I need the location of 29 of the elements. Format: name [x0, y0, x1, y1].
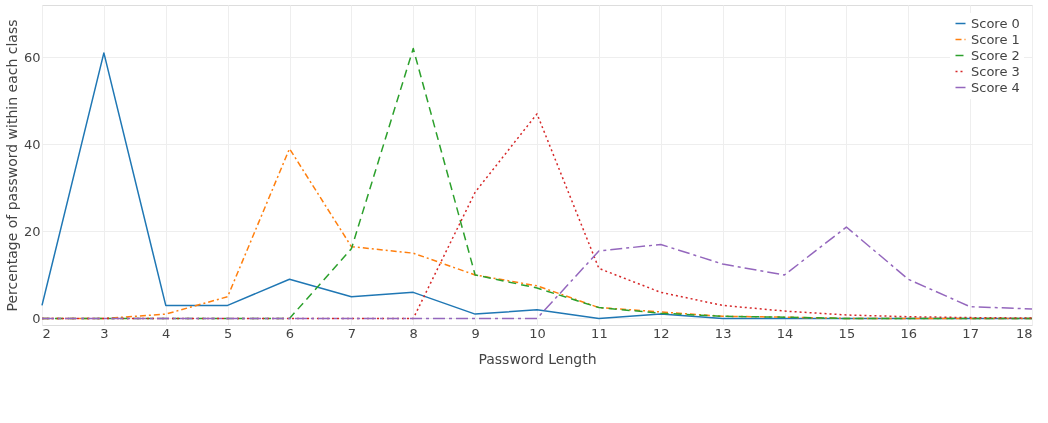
x-tick-label: 11 [591, 325, 608, 341]
legend-label: Score 4 [971, 79, 1020, 95]
x-tick-label: 16 [900, 325, 918, 341]
x-tick-label: 18 [1015, 325, 1033, 341]
x-tick-label: 13 [714, 325, 732, 341]
y-tick-label: 20 [23, 223, 41, 239]
legend-label: Score 1 [971, 31, 1020, 47]
y-tick-label: 0 [32, 310, 41, 326]
x-tick-label: 8 [409, 325, 418, 341]
y-tick-label: 40 [23, 136, 41, 152]
x-tick-label: 3 [100, 325, 109, 341]
legend-label: Score 2 [971, 47, 1020, 63]
x-tick-label: 2 [42, 325, 51, 341]
legend-label: Score 0 [971, 15, 1020, 31]
legend-label: Score 3 [971, 63, 1020, 79]
x-tick-label: 5 [223, 325, 233, 341]
x-tick-label: 17 [962, 325, 979, 341]
x-tick-label: 12 [652, 325, 670, 341]
x-tick-label: 14 [776, 325, 794, 341]
x-tick-label: 10 [529, 325, 546, 341]
x-tick-label: 7 [347, 325, 357, 341]
x-tick-label: 4 [162, 325, 171, 341]
line-series [41, 226, 1033, 320]
y-tick-label: 60 [23, 49, 41, 65]
x-tick-label: 15 [838, 325, 856, 341]
x-tick-label: 6 [285, 325, 295, 341]
x-tick-label: 9 [471, 325, 480, 341]
y-axis-title: Percentage of password within each class [3, 19, 20, 312]
x-axis-title: Password Length [478, 350, 597, 367]
